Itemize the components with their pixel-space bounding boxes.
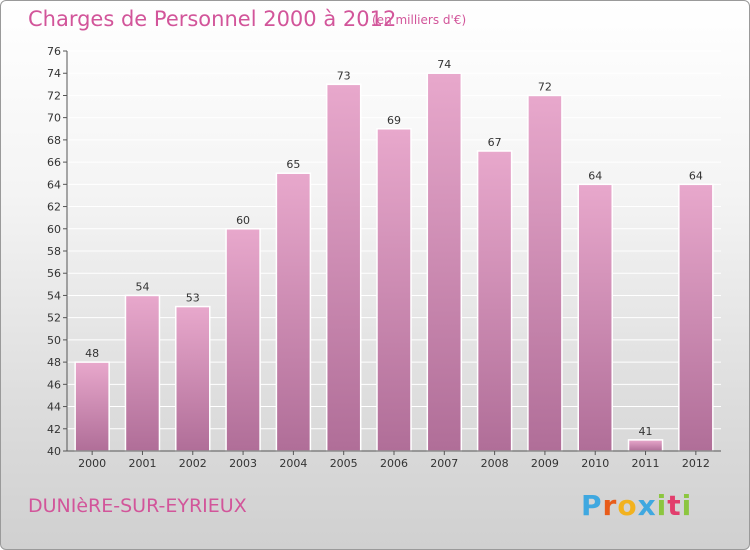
y-tick-label: 56 xyxy=(47,267,61,280)
y-tick-label: 76 xyxy=(47,45,61,58)
bar xyxy=(124,294,161,452)
x-tick-label: 2006 xyxy=(380,457,408,470)
labels-layer: 48 54 53 60 65 73 69 74 67 72 64 41 64 xyxy=(85,58,703,438)
x-tick-label: 2007 xyxy=(430,457,458,470)
y-tick-label: 48 xyxy=(47,356,61,369)
bar xyxy=(678,183,714,452)
bar xyxy=(175,305,211,452)
bar xyxy=(376,128,412,452)
bar-value-label: 67 xyxy=(488,136,502,149)
bar xyxy=(527,94,563,452)
y-tick-label: 66 xyxy=(47,156,61,169)
bar xyxy=(627,439,664,452)
bars-layer xyxy=(74,72,714,452)
chart-title: Charges de Personnel 2000 à 2012 xyxy=(28,7,397,31)
y-tick-label: 42 xyxy=(47,423,61,436)
x-tick-label: 2008 xyxy=(481,457,509,470)
bar xyxy=(225,228,261,452)
y-tick-label: 68 xyxy=(47,134,61,147)
y-tick-label: 60 xyxy=(47,223,61,236)
x-tick-label: 2011 xyxy=(632,457,660,470)
bar-value-label: 60 xyxy=(236,214,250,227)
bar-value-label: 54 xyxy=(135,280,149,293)
bar-value-label: 72 xyxy=(538,80,552,93)
bar-value-label: 69 xyxy=(387,114,401,127)
bar xyxy=(426,72,463,452)
y-tick-label: 40 xyxy=(47,445,61,458)
place-name: DUNIèRE-SUR-EYRIEUX xyxy=(28,495,247,517)
y-tick-label: 74 xyxy=(47,67,61,80)
bar xyxy=(577,183,613,452)
x-tick-label: 2012 xyxy=(682,457,710,470)
bar xyxy=(74,361,110,452)
bar-value-label: 74 xyxy=(437,58,451,71)
bar-value-label: 65 xyxy=(286,158,300,171)
y-tick-label: 62 xyxy=(47,201,61,214)
y-tick-label: 58 xyxy=(47,245,61,258)
y-tick-label: 52 xyxy=(47,312,61,325)
chart-subtitle: (en milliers d'€) xyxy=(372,13,467,27)
y-tick-label: 72 xyxy=(47,89,61,102)
proxiti-logo: Proxiti xyxy=(581,489,693,522)
x-tick-label: 2009 xyxy=(531,457,559,470)
x-tick-label: 2004 xyxy=(279,457,307,470)
y-tick-label: 46 xyxy=(47,378,61,391)
x-tick-label: 2003 xyxy=(229,457,257,470)
x-tick-label: 2002 xyxy=(179,457,207,470)
bar xyxy=(325,83,362,452)
y-tick-label: 54 xyxy=(47,289,61,302)
bar xyxy=(476,150,513,452)
bar-value-label: 64 xyxy=(689,169,703,182)
bar-value-label: 73 xyxy=(337,69,351,82)
x-tick-label: 2000 xyxy=(78,457,106,470)
bar-value-label: 53 xyxy=(186,292,200,305)
axis-layer: 40 42 44 46 48 50 52 54 56 58 60 62 64 66 68 70 72 74 76 20… xyxy=(47,45,721,470)
bar-value-label: 48 xyxy=(85,347,99,360)
bar xyxy=(275,172,312,452)
y-tick-label: 50 xyxy=(47,334,61,347)
x-tick-label: 2010 xyxy=(581,457,609,470)
y-tick-label: 44 xyxy=(47,401,61,414)
x-tick-label: 2001 xyxy=(128,457,156,470)
x-tick-label: 2005 xyxy=(330,457,358,470)
y-tick-label: 64 xyxy=(47,178,61,191)
y-tick-label: 70 xyxy=(47,112,61,125)
bar-value-label: 41 xyxy=(639,425,653,438)
bar-value-label: 64 xyxy=(588,169,602,182)
